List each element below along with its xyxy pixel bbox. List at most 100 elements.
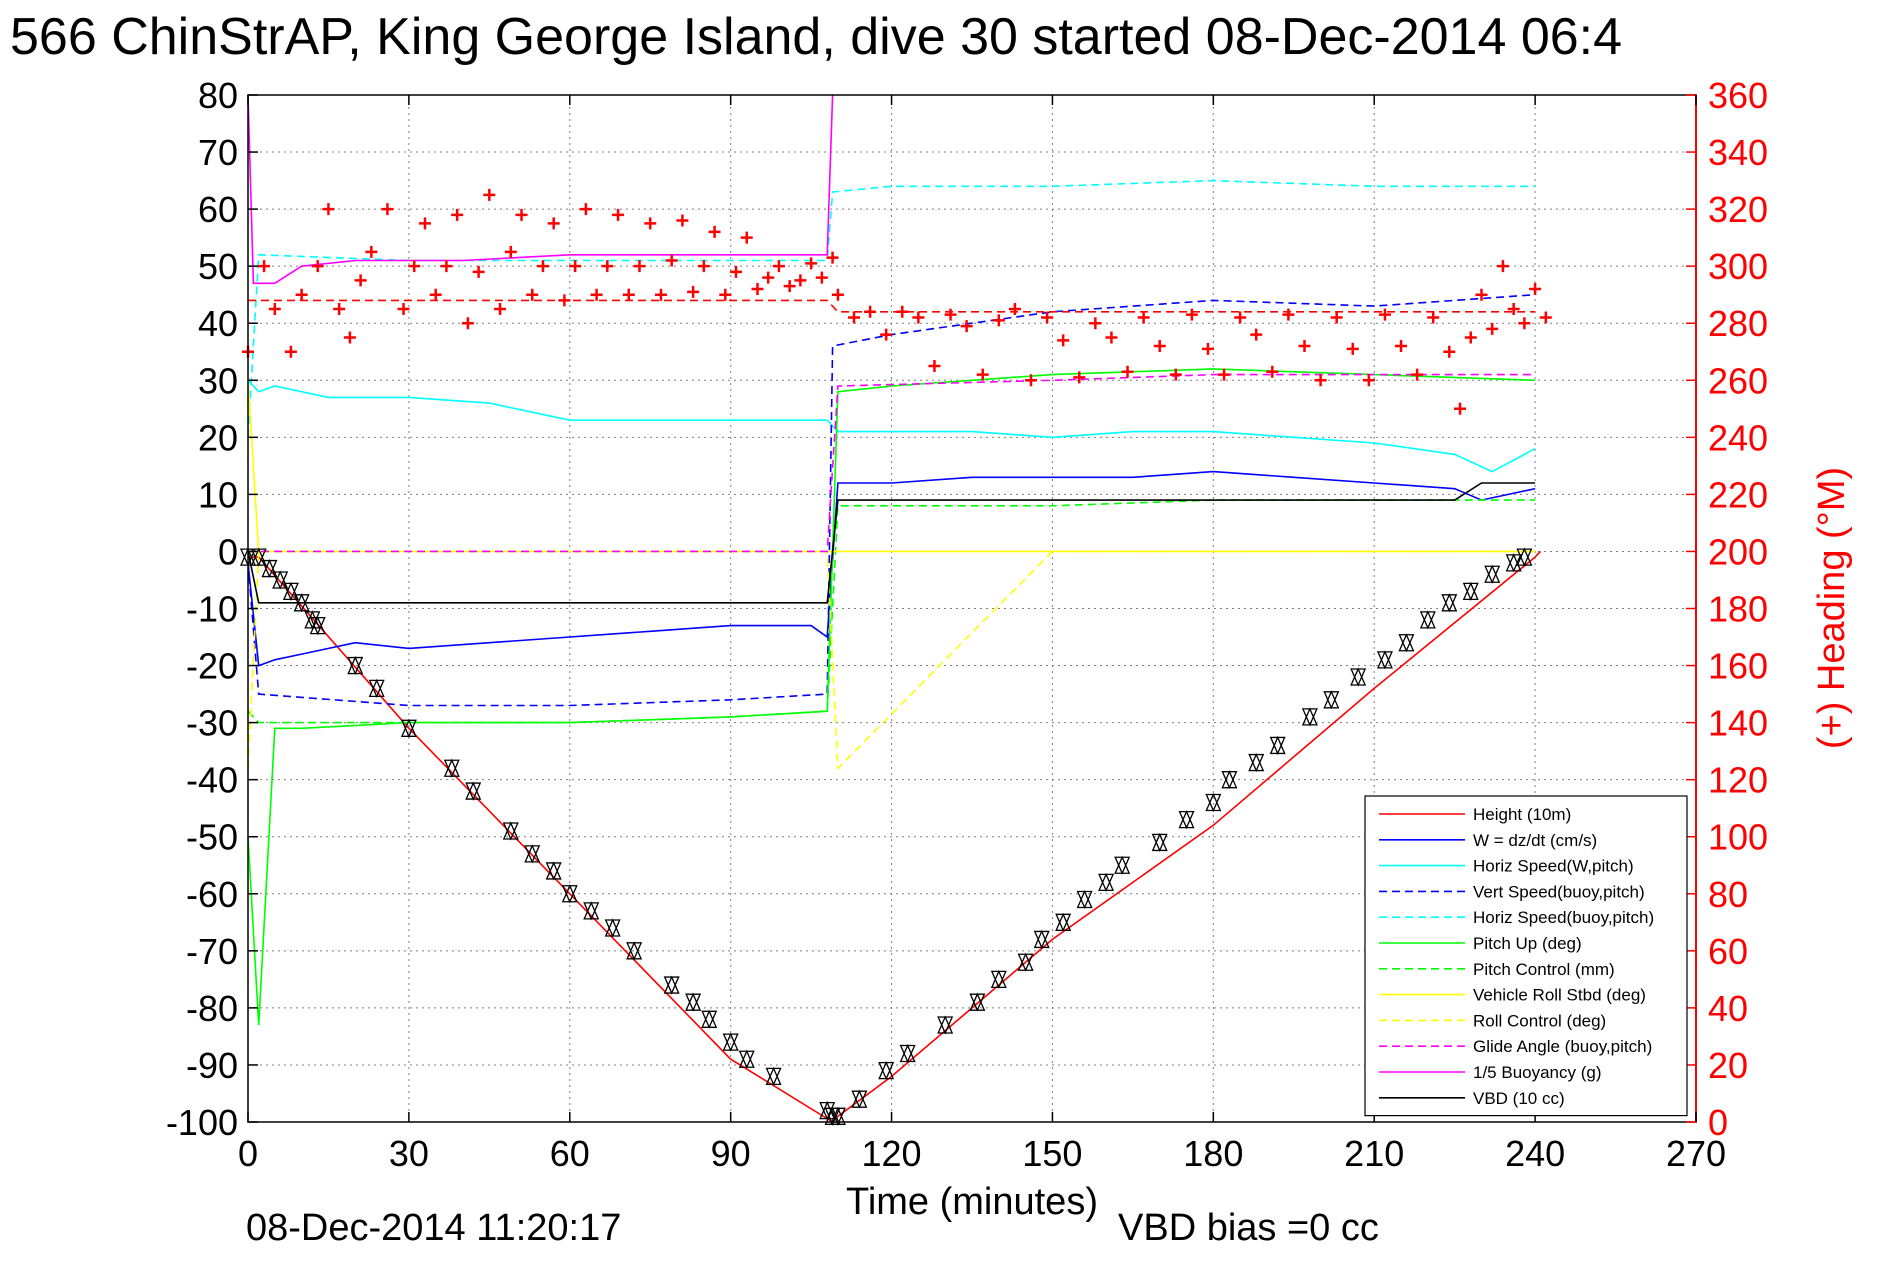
y-tick-label-left: -100 xyxy=(166,1102,238,1143)
depth-marker xyxy=(502,821,519,841)
heading-marker xyxy=(333,302,346,315)
x-tick-label: 30 xyxy=(389,1133,429,1174)
x-tick-label: 210 xyxy=(1344,1133,1404,1174)
depth-marker xyxy=(1419,610,1436,630)
heading-marker xyxy=(1539,311,1552,324)
y-tick-label-right: 120 xyxy=(1708,760,1768,801)
series-line xyxy=(247,94,834,285)
y-tick-label-right: 200 xyxy=(1708,531,1768,572)
heading-marker xyxy=(751,282,764,295)
depth-marker xyxy=(851,1089,868,1109)
depth-marker xyxy=(899,1043,916,1064)
heading-marker xyxy=(1057,334,1070,347)
depth-marker xyxy=(1151,832,1168,853)
y-axis-right-label: (+) Heading (°M) xyxy=(1811,467,1853,749)
depth-marker xyxy=(1098,872,1115,892)
heading-marker xyxy=(483,188,496,201)
y-tick-label-left: 10 xyxy=(198,474,238,515)
depth-marker xyxy=(829,1106,846,1126)
series-glide-angle-buoy-pitch xyxy=(248,373,1536,553)
series-1-5-buoyancy-g xyxy=(247,94,834,285)
heading-marker xyxy=(343,331,356,344)
series-heading xyxy=(242,188,1552,415)
heading-marker xyxy=(1250,328,1263,341)
heading-marker xyxy=(504,245,517,258)
x-axis-label: Time (minutes) xyxy=(846,1181,1098,1223)
series-height-10m xyxy=(248,550,1542,1124)
depth-marker xyxy=(878,1061,895,1081)
depth-marker xyxy=(626,941,643,961)
heading-marker xyxy=(1507,302,1520,315)
heading-marker xyxy=(826,251,839,264)
depth-marker xyxy=(1178,809,1195,830)
y-tick-label-left: 0 xyxy=(218,531,238,572)
heading-marker xyxy=(1496,260,1509,273)
heading-marker xyxy=(526,288,539,301)
series-line xyxy=(248,373,1536,553)
legend-label: Horiz Speed(buoy,pitch) xyxy=(1473,908,1654,927)
x-tick-label: 90 xyxy=(711,1133,751,1174)
heading-marker xyxy=(880,328,893,341)
heading-marker xyxy=(992,314,1005,327)
legend-label: Pitch Up (deg) xyxy=(1473,934,1582,953)
heading-marker xyxy=(322,203,335,216)
heading-marker xyxy=(1529,282,1542,295)
heading-marker xyxy=(622,288,635,301)
y-tick-label-right: 220 xyxy=(1708,474,1768,515)
legend-label: W = dz/dt (cm/s) xyxy=(1473,831,1597,850)
heading-marker xyxy=(1089,317,1102,330)
y-axis-left: 80 70 60 50 40 30 20 10 0 -10 -20 -30 -40 -50 -60 -70 -8… xyxy=(166,75,258,1143)
legend-label: Height (10m) xyxy=(1473,805,1571,824)
x-tick-label: 120 xyxy=(862,1133,922,1174)
y-tick-label-left: 60 xyxy=(198,189,238,230)
y-tick-label-left: 70 xyxy=(198,132,238,173)
y-tick-label-right: 0 xyxy=(1708,1102,1728,1143)
y-tick-label-right: 60 xyxy=(1708,931,1748,972)
y-tick-label-left: -80 xyxy=(186,988,238,1029)
y-tick-label-left: -20 xyxy=(186,646,238,687)
heading-marker xyxy=(1153,340,1166,353)
heading-marker xyxy=(1121,365,1134,378)
y-tick-label-left: 40 xyxy=(198,303,238,344)
y-tick-label-right: 80 xyxy=(1708,874,1748,915)
depth-marker xyxy=(400,718,417,738)
depth-marker xyxy=(1301,707,1318,727)
heading-marker xyxy=(1427,311,1440,324)
y-tick-label-left: -90 xyxy=(186,1045,238,1086)
x-tick-label: 240 xyxy=(1505,1133,1565,1174)
series-line xyxy=(247,293,1536,707)
heading-marker xyxy=(772,260,785,273)
depth-marker xyxy=(1376,650,1393,670)
depth-marker xyxy=(1017,952,1034,972)
heading-marker xyxy=(1041,311,1054,324)
heading-marker xyxy=(1105,331,1118,344)
heading-marker xyxy=(1234,311,1247,324)
depth-marker xyxy=(604,918,621,938)
heading-marker xyxy=(1266,365,1279,378)
heading-marker xyxy=(1395,340,1408,353)
series-line xyxy=(247,379,1536,473)
heading-marker xyxy=(794,274,807,287)
depth-marker xyxy=(765,1066,782,1086)
depth-marker xyxy=(1248,752,1265,773)
y-tick-label-left: -40 xyxy=(186,760,238,801)
heading-marker xyxy=(1298,340,1311,353)
heading-marker xyxy=(805,257,818,270)
series-depth-markers xyxy=(240,547,1533,1126)
depth-marker xyxy=(524,844,541,864)
depth-marker xyxy=(561,884,578,904)
depth-marker xyxy=(309,615,326,636)
depth-marker xyxy=(1350,667,1367,687)
depth-marker xyxy=(1033,929,1050,950)
heading-marker xyxy=(381,203,394,216)
heading-marker xyxy=(697,260,710,273)
heading-marker xyxy=(515,208,528,221)
depth-marker xyxy=(443,758,460,778)
depth-marker xyxy=(465,781,482,801)
heading-marker xyxy=(1330,311,1343,324)
heading-marker xyxy=(1378,308,1391,321)
heading-marker xyxy=(1282,308,1295,321)
legend-label: 1/5 Buoyancy (g) xyxy=(1473,1063,1602,1082)
legend-label: Vert Speed(buoy,pitch) xyxy=(1473,882,1645,901)
legend-label: VBD (10 cc) xyxy=(1473,1089,1565,1108)
